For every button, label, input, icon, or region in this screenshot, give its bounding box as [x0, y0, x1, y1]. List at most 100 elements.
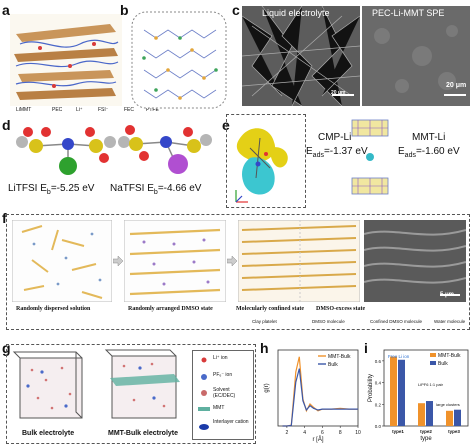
sem-pec-spe — [362, 6, 470, 106]
caption-mmt-bulk: MMT-Bulk electrolyte — [108, 430, 179, 437]
sem-dmso-excess — [364, 220, 466, 302]
panel-g-box — [6, 344, 256, 444]
probability-chart: 0.0 0.2 0.4 0.6 type1 type2 type3 type Probabili… — [368, 349, 469, 442]
caption-dmso-arranged: Randomly arranged DMSO state — [128, 306, 213, 312]
rdf-xlabel: r [Å] — [312, 436, 323, 443]
prob-ytick-label-2: 0.4 — [375, 381, 382, 386]
rdf-xtick-label-0: 2 — [285, 430, 288, 436]
prob-ytick-label-0: 0.0 — [375, 424, 382, 429]
panel-letter-b: b — [120, 2, 129, 18]
prob-annotation-clusters: large clusters — [436, 402, 460, 407]
sem-right-title: PEC-Li-MMT SPE — [372, 8, 445, 18]
prob-bar-type2-1 — [426, 401, 433, 426]
panel-letter-a: a — [2, 2, 10, 18]
cmp-li-energy: Eads=-1.37 eV — [306, 146, 368, 159]
sem-right-scale: 20 μm — [446, 82, 467, 89]
panel-e-left-box — [226, 114, 306, 208]
confined-dmso-illustration — [238, 220, 360, 302]
litfsi-label: LiTFSI E — [8, 183, 47, 194]
rdf-legend-label-1: Bulk — [328, 362, 338, 368]
mmt-li-structure — [351, 119, 389, 195]
caption-confined: Molecularly confined state — [236, 306, 304, 312]
sem-left-title: Liquid electrolyte — [262, 8, 330, 18]
arrow-icon — [113, 256, 123, 266]
cmp-li-charge-density — [235, 128, 288, 203]
prob-annotation-free-li: Free Li ion — [388, 354, 410, 359]
rdf-ylabel: g(r) — [264, 383, 270, 392]
legend-dmso: DMSO molecule — [312, 319, 345, 324]
panel-d-molecules — [16, 125, 212, 175]
caption-random-solution: Randomly dispersed solution — [16, 306, 91, 312]
prob-legend-swatch-1 — [430, 361, 436, 365]
sem-f-scale: 5 μm — [440, 292, 455, 298]
sem-left-scale: 20 μm — [331, 90, 346, 96]
prob-ytick-label-3: 0.6 — [375, 359, 382, 364]
prob-bar-type3-0 — [446, 410, 453, 426]
legend-ptfe: PTFE — [146, 107, 159, 113]
legend-pf6-ion: PF₆⁻ ion — [213, 372, 233, 378]
litfsi-value: =-5.25 eV — [50, 183, 95, 194]
legend-fec: FEC — [124, 107, 134, 113]
rdf-series-0 — [282, 356, 358, 427]
cmp-li-e: E — [306, 146, 313, 157]
legend-fsi: FSI⁻ — [98, 107, 109, 113]
rdf-xtick-label-3: 8 — [339, 430, 342, 436]
legend-solvent: Solvent (EC/DEC) — [213, 387, 236, 399]
panel-f-box — [6, 214, 470, 330]
litfsi-binding-energy: LiTFSI Eb=-5.25 eV — [8, 183, 94, 196]
prob-annotation-pair: LiPF6 1:1 pair — [418, 382, 444, 387]
litfsi-sub: b — [46, 189, 51, 196]
panel-b-structure — [131, 11, 227, 109]
caption-dmso-excess: DMSO-excess state — [316, 306, 366, 312]
prob-legend-label-0: MMT-Bulk — [438, 353, 461, 359]
natfsi-sub: b — [153, 189, 158, 196]
mmt-bulk-electrolyte-box — [104, 349, 180, 419]
panel-letter-h: h — [260, 340, 269, 356]
prob-bar-type1-0 — [390, 356, 397, 426]
panel-letter-e: e — [222, 117, 230, 133]
mmt-li-e: E — [398, 146, 405, 157]
rdf-xtick-label-4: 10 — [355, 430, 361, 436]
legend-interlayer-cation: Interlayer cation — [213, 419, 249, 425]
legend-confined: Confined DMSO molecule — [370, 319, 423, 324]
cmp-li-sub: ads — [312, 152, 324, 159]
natfsi-binding-energy: NaTFSI Eb=-4.66 eV — [110, 183, 201, 196]
rdf-xtick-label-1: 4 — [303, 430, 306, 436]
dmso-arranged-illustration — [124, 220, 226, 302]
rdf-legend-label-0: MMT-Bulk — [328, 354, 351, 360]
mmt-li-name: MMT-Li — [412, 132, 446, 143]
natfsi-value: =-4.66 eV — [157, 183, 202, 194]
natfsi-label: NaTFSI E — [110, 183, 154, 194]
prob-legend-label-1: Bulk — [438, 361, 448, 367]
prob-ytick-label-1: 0.2 — [375, 402, 382, 407]
legend-clay: Clay platelet — [252, 319, 277, 324]
random-solution-illustration — [12, 220, 112, 302]
prob-xtick-label-2: type3 — [448, 429, 460, 434]
mmt-li-energy: Eads=-1.60 eV — [398, 146, 460, 159]
mmt-li-sub: ads — [404, 152, 416, 159]
panel-letter-f: f — [2, 210, 7, 226]
bulk-electrolyte-box — [12, 351, 83, 419]
panel-letter-d: d — [2, 117, 11, 133]
mmt-li-value: =-1.60 eV — [415, 146, 460, 157]
legend-mmt: MMT — [213, 405, 225, 411]
cmp-li-value: =-1.37 eV — [323, 146, 368, 157]
legend-limmt: LiMMT — [16, 107, 32, 113]
panel-g-legend-icons — [198, 357, 210, 430]
rdf-plot-frame — [277, 349, 359, 427]
rdf-chart: 2 4 6 8 10 r [Å] g(r) MMT-Bulk Bulk — [264, 349, 361, 443]
prob-ylabel: Probability — [368, 374, 374, 402]
panel-letter-c: c — [232, 2, 240, 18]
prob-xtick-label-0: type1 — [392, 429, 404, 434]
prob-xtick-label-1: type2 — [420, 429, 432, 434]
legend-li-ion: Li⁺ ion — [213, 355, 228, 361]
sem-liquid-electrolyte — [242, 6, 360, 106]
rdf-series-1 — [282, 368, 358, 427]
panel-g-legend: Li⁺ ion PF₆⁻ ion Solvent (EC/DEC) MMT In… — [192, 350, 254, 440]
legend-pec: PEC — [52, 107, 63, 113]
prob-xlabel: type — [420, 436, 432, 442]
prob-legend-swatch-0 — [430, 353, 436, 357]
prob-bar-type3-1 — [454, 409, 461, 426]
legend-water: Water molecule — [434, 319, 466, 324]
